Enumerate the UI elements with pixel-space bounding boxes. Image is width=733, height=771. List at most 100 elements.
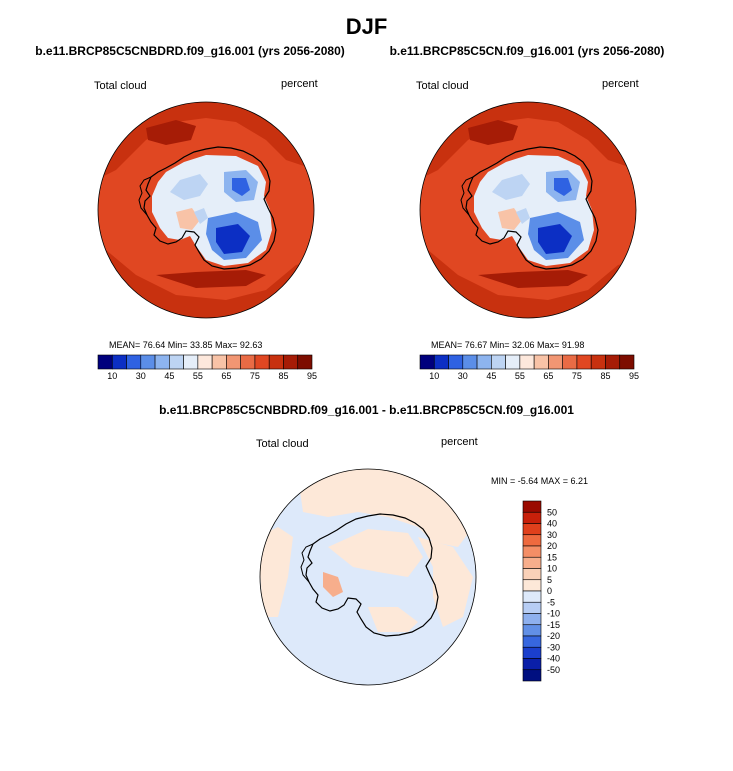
right-colorbar-box-9 <box>548 355 562 369</box>
diff-colorbar-label-2: 30 <box>547 530 557 540</box>
diff-colorbar-label-3: 20 <box>547 541 557 551</box>
diff-colorbar-box-11 <box>523 625 541 636</box>
diff-colorbar-box-1 <box>523 512 541 523</box>
diff-colorbar-label-10: -15 <box>547 620 560 630</box>
diff-colorbar-label-13: -40 <box>547 654 560 664</box>
left-colorbar-label-4: 65 <box>221 371 231 381</box>
right-field <box>418 100 638 320</box>
left-units-label: percent <box>281 78 318 90</box>
left-colorbar-box-10 <box>241 355 255 369</box>
diff-colorbar-box-2 <box>523 524 541 535</box>
diff-colorbar-box-6 <box>523 569 541 580</box>
diff-colorbar-box-14 <box>523 659 541 670</box>
right-colorbar-box-0 <box>420 355 434 369</box>
diff-colorbar-label-0: 50 <box>547 507 557 517</box>
diff-stats: MIN = -5.64 MAX = 6.21 <box>491 476 588 486</box>
diff-colorbar-box-10 <box>523 614 541 625</box>
diff-panel-title: b.e11.BRCP85C5CNBDRD.f09_g16.001 - b.e11… <box>90 403 643 417</box>
right-colorbar-box-1 <box>434 355 448 369</box>
diff-colorbar-box-15 <box>523 670 541 681</box>
left-colorbar-label-2: 45 <box>164 371 174 381</box>
right-colorbar-box-10 <box>563 355 577 369</box>
right-variable-label: Total cloud <box>416 80 469 92</box>
left-colorbar-label-3: 55 <box>193 371 203 381</box>
right-colorbar: 10 30 45 55 65 75 85 95 <box>418 354 648 384</box>
right-colorbar-label-3: 55 <box>515 371 525 381</box>
diff-colorbar-box-13 <box>523 647 541 658</box>
right-colorbar-label-5: 75 <box>572 371 582 381</box>
right-colorbar-label-4: 65 <box>543 371 553 381</box>
diff-colorbar-label-9: -10 <box>547 609 560 619</box>
right-colorbar-box-3 <box>463 355 477 369</box>
left-colorbar-box-8 <box>212 355 226 369</box>
diff-variable-label: Total cloud <box>256 438 309 450</box>
diff-colorbar-box-7 <box>523 580 541 591</box>
diff-map <box>258 467 478 687</box>
right-colorbar-label-1: 30 <box>458 371 468 381</box>
left-field <box>96 100 316 320</box>
right-colorbar-box-4 <box>477 355 491 369</box>
diff-colorbar-label-4: 15 <box>547 552 557 562</box>
right-colorbar-label-7: 95 <box>629 371 639 381</box>
diff-colorbar-label-5: 10 <box>547 564 557 574</box>
diff-colorbar-label-1: 40 <box>547 519 557 529</box>
right-colorbar-box-8 <box>534 355 548 369</box>
right-colorbar-box-5 <box>491 355 505 369</box>
right-stats: MEAN= 76.67 Min= 32.06 Max= 91.98 <box>431 340 584 350</box>
diff-colorbar-box-5 <box>523 557 541 568</box>
diff-colorbar-label-11: -20 <box>547 631 560 641</box>
figure-title: DJF <box>0 14 733 40</box>
left-colorbar-box-12 <box>269 355 283 369</box>
left-colorbar-box-7 <box>198 355 212 369</box>
left-colorbar-label-5: 75 <box>250 371 260 381</box>
left-colorbar-box-11 <box>255 355 269 369</box>
right-panel-title: b.e11.BRCP85C5CN.f09_g16.001 (yrs 2056-2… <box>357 44 697 58</box>
diff-colorbar-box-8 <box>523 591 541 602</box>
left-colorbar-label-1: 30 <box>136 371 146 381</box>
right-units-label: percent <box>602 78 639 90</box>
right-colorbar-label-2: 45 <box>486 371 496 381</box>
right-map <box>418 100 638 320</box>
diff-colorbar-label-8: -5 <box>547 597 555 607</box>
left-colorbar-box-4 <box>155 355 169 369</box>
right-colorbar-box-11 <box>577 355 591 369</box>
right-colorbar-box-2 <box>449 355 463 369</box>
right-colorbar-label-0: 10 <box>429 371 439 381</box>
left-colorbar-box-0 <box>98 355 112 369</box>
left-colorbar-box-6 <box>184 355 198 369</box>
diff-units-label: percent <box>441 436 478 448</box>
right-colorbar-box-12 <box>591 355 605 369</box>
left-stats: MEAN= 76.64 Min= 33.85 Max= 92.63 <box>109 340 262 350</box>
left-colorbar-box-2 <box>127 355 141 369</box>
left-colorbar-box-1 <box>112 355 126 369</box>
diff-colorbar-label-6: 5 <box>547 575 552 585</box>
left-map <box>96 100 316 320</box>
right-colorbar-box-6 <box>506 355 520 369</box>
right-colorbar-box-13 <box>605 355 619 369</box>
left-colorbar-box-9 <box>226 355 240 369</box>
diff-field <box>258 467 478 687</box>
left-colorbar-box-3 <box>141 355 155 369</box>
diff-colorbar-box-3 <box>523 535 541 546</box>
diff-colorbar-label-7: 0 <box>547 586 552 596</box>
diff-colorbar-box-4 <box>523 546 541 557</box>
left-colorbar: 10 30 45 55 65 75 85 95 <box>96 354 326 384</box>
left-panel-title: b.e11.BRCP85C5CNBDRD.f09_g16.001 (yrs 20… <box>20 44 360 58</box>
left-colorbar-box-5 <box>169 355 183 369</box>
left-colorbar-box-13 <box>283 355 297 369</box>
diff-colorbar-label-14: -50 <box>547 665 560 675</box>
right-colorbar-box-7 <box>520 355 534 369</box>
left-colorbar-label-7: 95 <box>307 371 317 381</box>
left-colorbar-box-14 <box>298 355 312 369</box>
right-colorbar-label-6: 85 <box>600 371 610 381</box>
diff-colorbar-box-9 <box>523 602 541 613</box>
diff-colorbar-box-12 <box>523 636 541 647</box>
left-colorbar-label-6: 85 <box>278 371 288 381</box>
right-colorbar-box-14 <box>620 355 634 369</box>
diff-colorbar-box-0 <box>523 501 541 512</box>
diff-colorbar-label-12: -30 <box>547 642 560 652</box>
left-colorbar-label-0: 10 <box>107 371 117 381</box>
left-variable-label: Total cloud <box>94 80 147 92</box>
